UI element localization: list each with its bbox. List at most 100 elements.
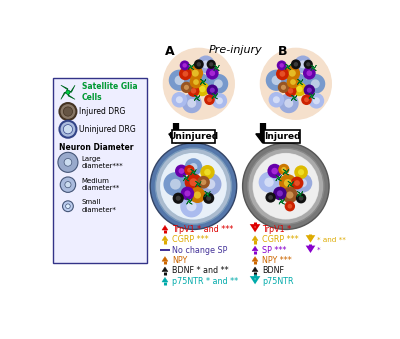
Polygon shape: [200, 79, 206, 85]
Text: Uninjured: Uninjured: [168, 133, 218, 141]
Circle shape: [176, 96, 183, 103]
Circle shape: [214, 95, 216, 97]
Circle shape: [199, 86, 206, 92]
Circle shape: [293, 97, 295, 99]
Circle shape: [174, 76, 184, 85]
Circle shape: [296, 86, 302, 92]
Circle shape: [304, 60, 313, 69]
Circle shape: [281, 201, 283, 202]
Circle shape: [150, 143, 237, 230]
Polygon shape: [162, 236, 168, 240]
Polygon shape: [291, 95, 297, 101]
Polygon shape: [162, 277, 168, 282]
Circle shape: [194, 79, 204, 89]
Circle shape: [311, 79, 320, 88]
Circle shape: [206, 67, 219, 80]
Circle shape: [181, 186, 194, 200]
Polygon shape: [283, 170, 289, 175]
Circle shape: [66, 90, 70, 94]
Circle shape: [299, 60, 307, 68]
Circle shape: [209, 62, 213, 66]
Circle shape: [288, 204, 292, 208]
Text: CGRP ***: CGRP ***: [172, 235, 208, 244]
Circle shape: [182, 63, 187, 67]
Circle shape: [280, 63, 284, 67]
Polygon shape: [162, 267, 168, 272]
Circle shape: [207, 194, 208, 195]
Circle shape: [299, 196, 304, 201]
FancyBboxPatch shape: [160, 249, 170, 252]
Circle shape: [164, 48, 234, 119]
Circle shape: [173, 193, 184, 204]
Circle shape: [268, 195, 273, 200]
Circle shape: [199, 173, 222, 195]
Circle shape: [304, 97, 309, 102]
Circle shape: [284, 179, 292, 187]
Circle shape: [248, 148, 324, 224]
Circle shape: [66, 204, 70, 208]
Circle shape: [193, 79, 199, 85]
Circle shape: [206, 196, 211, 201]
Polygon shape: [252, 236, 258, 240]
Text: p75NTR * and **: p75NTR * and **: [172, 277, 238, 286]
Circle shape: [198, 183, 199, 185]
Polygon shape: [297, 192, 303, 197]
Circle shape: [266, 69, 287, 91]
Circle shape: [190, 163, 198, 171]
Circle shape: [266, 192, 276, 203]
Polygon shape: [252, 267, 258, 272]
FancyBboxPatch shape: [52, 78, 147, 263]
Circle shape: [156, 148, 232, 224]
Circle shape: [307, 87, 312, 93]
Polygon shape: [191, 170, 196, 175]
Polygon shape: [311, 65, 316, 71]
Circle shape: [182, 71, 188, 77]
Circle shape: [299, 194, 301, 195]
Circle shape: [194, 192, 201, 199]
Circle shape: [294, 180, 300, 186]
Circle shape: [260, 48, 331, 119]
Text: Large
diameter***: Large diameter***: [82, 156, 124, 169]
FancyBboxPatch shape: [264, 131, 300, 143]
Circle shape: [191, 88, 196, 94]
Circle shape: [184, 165, 195, 175]
Circle shape: [281, 167, 286, 172]
FancyBboxPatch shape: [172, 131, 215, 143]
Text: Injured DRG: Injured DRG: [80, 107, 126, 116]
Circle shape: [279, 93, 299, 113]
Polygon shape: [187, 199, 192, 204]
Circle shape: [280, 71, 285, 77]
Text: TrpV1 *: TrpV1 *: [262, 225, 291, 234]
Circle shape: [299, 81, 301, 83]
Circle shape: [60, 121, 76, 138]
Text: BDNF: BDNF: [262, 266, 284, 275]
Circle shape: [202, 81, 204, 83]
Circle shape: [284, 85, 296, 97]
Circle shape: [306, 62, 310, 66]
Circle shape: [164, 172, 188, 196]
Circle shape: [187, 168, 192, 173]
Circle shape: [278, 82, 289, 93]
Circle shape: [293, 173, 312, 193]
Circle shape: [186, 177, 187, 179]
Circle shape: [202, 60, 210, 68]
Circle shape: [306, 74, 325, 94]
Circle shape: [210, 70, 215, 76]
Text: * and **: * and **: [317, 237, 346, 243]
Circle shape: [285, 172, 287, 173]
Circle shape: [303, 67, 316, 80]
Circle shape: [179, 67, 192, 80]
Circle shape: [298, 179, 307, 187]
Circle shape: [160, 152, 228, 220]
Text: Small
diameter*: Small diameter*: [82, 199, 117, 213]
Circle shape: [192, 70, 199, 77]
Polygon shape: [194, 95, 200, 101]
Polygon shape: [252, 257, 258, 261]
Circle shape: [252, 152, 320, 220]
Circle shape: [188, 85, 200, 97]
Circle shape: [62, 201, 73, 212]
Text: TrpV1 * and ***: TrpV1 * and ***: [172, 225, 233, 234]
Polygon shape: [184, 175, 189, 181]
Circle shape: [205, 179, 215, 189]
Circle shape: [207, 84, 218, 96]
